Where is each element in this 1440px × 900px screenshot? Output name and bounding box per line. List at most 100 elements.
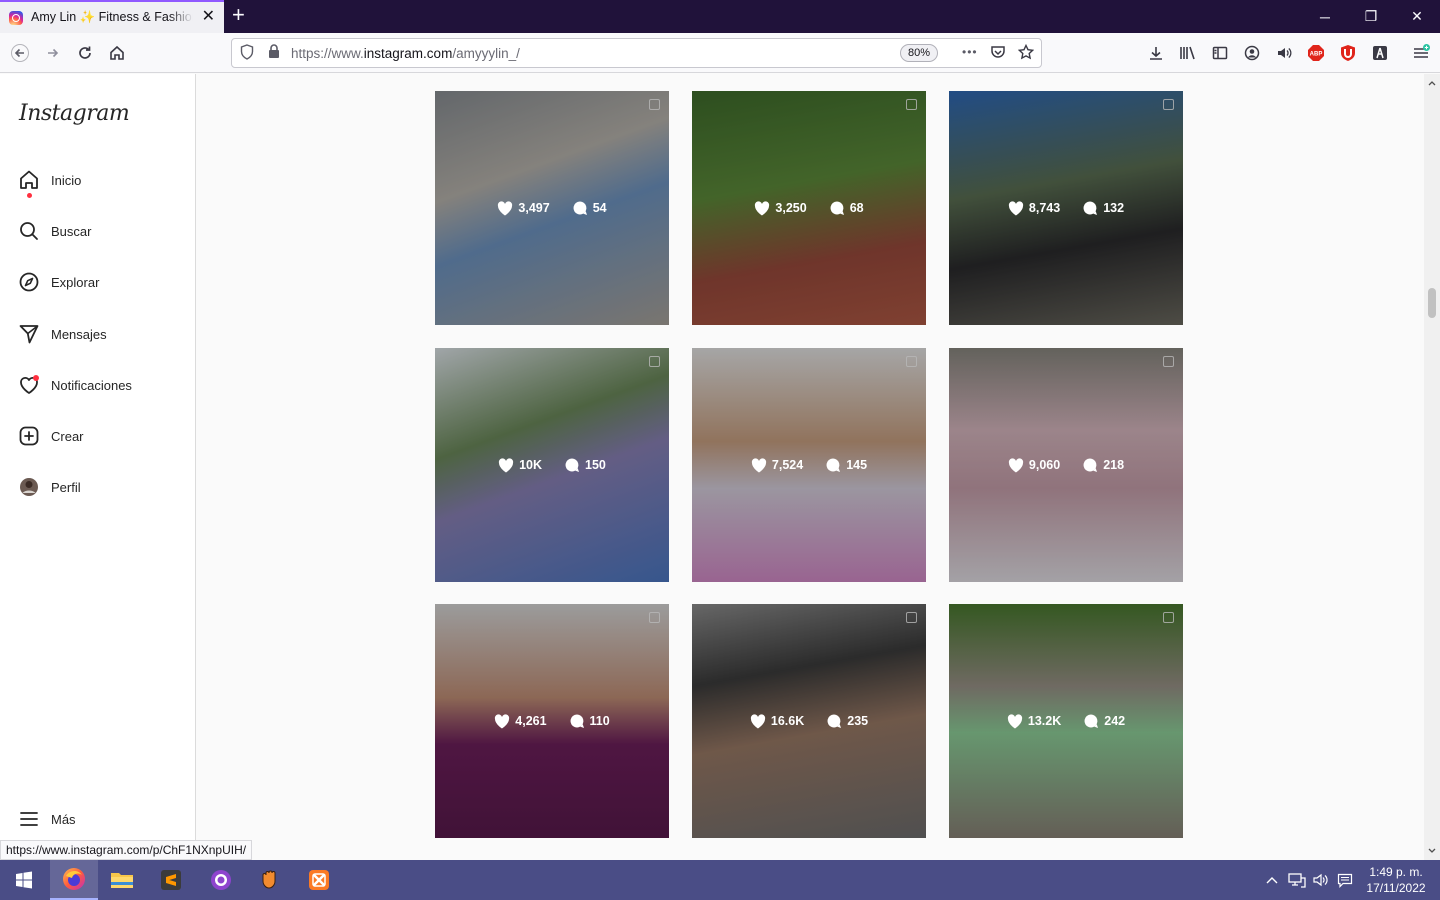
library-icon[interactable] — [1178, 43, 1198, 63]
bookmark-star-icon[interactable] — [1017, 43, 1035, 63]
scrollbar-thumb[interactable] — [1428, 288, 1436, 318]
page-actions-icon[interactable]: ••• — [962, 45, 978, 59]
sidebar-item-mensajes[interactable]: Mensajes — [18, 320, 107, 348]
search-icon — [18, 220, 40, 242]
post-thumbnail[interactable]: 16.6K 235 — [692, 604, 926, 838]
sidebar-item-mas[interactable]: Más — [18, 805, 76, 833]
folder-icon — [111, 873, 133, 888]
heart-icon — [1007, 713, 1023, 728]
downloads-icon[interactable] — [1146, 43, 1166, 63]
taskbar-clock[interactable]: 1:49 p. m. 17/11/2022 — [1360, 864, 1432, 896]
link-status-url: https://www.instagram.com/p/ChF1NXnpUIH/ — [0, 840, 253, 860]
explore-compass-icon — [18, 271, 40, 293]
post-hover-overlay: 13.2K 242 — [949, 604, 1183, 838]
post-thumbnail[interactable]: 10K 150 — [435, 348, 669, 582]
app-menu-icon[interactable] — [1411, 43, 1431, 63]
likes-value: 7,524 — [771, 458, 804, 472]
sidebar-item-label: Mensajes — [51, 326, 107, 342]
scroll-down-icon[interactable] — [1424, 845, 1440, 857]
sidebar-item-crear[interactable]: Crear — [18, 422, 84, 450]
sidebar-item-explorar[interactable]: Explorar — [18, 268, 99, 296]
sidebar-item-inicio[interactable]: Inicio — [18, 166, 81, 198]
sidebar-item-perfil[interactable]: Perfil — [18, 473, 81, 501]
zoom-level-button[interactable]: 80% — [900, 44, 938, 62]
address-bar[interactable]: https://www.instagram.com/amyyylin_/ 80%… — [231, 38, 1042, 68]
new-tab-button[interactable]: + — [232, 2, 245, 27]
sidebar-item-notificaciones[interactable]: Notificaciones — [18, 371, 132, 399]
show-hidden-icons-button[interactable] — [1262, 860, 1282, 900]
notification-center-icon — [1337, 873, 1353, 888]
likes-count: 9,060 — [1008, 457, 1061, 473]
instagram-favicon-icon — [9, 10, 23, 25]
taskbar-firefox[interactable] — [50, 860, 98, 900]
post-hover-overlay: 10K 150 — [435, 348, 669, 582]
account-icon[interactable] — [1242, 43, 1262, 63]
post-hover-overlay: 16.6K 235 — [692, 604, 926, 838]
minimize-button[interactable]: ─ — [1320, 8, 1330, 25]
ublock-icon[interactable] — [1338, 43, 1358, 63]
taskbar-github-desktop[interactable] — [197, 860, 245, 900]
url-text[interactable]: https://www.instagram.com/amyyylin_/ — [291, 46, 520, 61]
windows-logo-icon — [16, 871, 32, 889]
chevron-up-icon — [1266, 877, 1278, 884]
comment-icon — [827, 714, 842, 728]
browser-toolbar: https://www.instagram.com/amyyylin_/ 80%… — [0, 33, 1440, 73]
network-icon — [1288, 873, 1306, 888]
comments-value: 235 — [847, 714, 869, 728]
post-thumbnail[interactable]: 8,743 132 — [949, 91, 1183, 325]
sublime-text-icon — [161, 870, 181, 890]
reload-button[interactable] — [71, 39, 99, 67]
post-hover-overlay: 9,060 218 — [949, 348, 1183, 582]
restore-button[interactable]: ❐ — [1364, 8, 1378, 24]
pocket-icon[interactable] — [990, 44, 1006, 63]
instagram-logo[interactable]: Instagram — [19, 101, 130, 126]
post-hover-overlay: 3,250 68 — [692, 91, 926, 325]
profile-posts-grid: 3,497 54 3,250 68 8,743 132 10K 150 7,524 145 9,06… — [197, 74, 1424, 860]
post-thumbnail[interactable]: 7,524 145 — [692, 348, 926, 582]
volume-icon[interactable] — [1274, 43, 1294, 63]
post-thumbnail[interactable]: 13.2K 242 — [949, 604, 1183, 838]
home-button[interactable] — [103, 39, 131, 67]
start-button[interactable] — [0, 860, 48, 900]
post-thumbnail[interactable]: 9,060 218 — [949, 348, 1183, 582]
close-window-button[interactable]: ✕ — [1411, 8, 1423, 24]
taskbar-file-explorer[interactable] — [98, 860, 146, 900]
taskbar-xampp[interactable] — [295, 860, 343, 900]
browser-tab[interactable]: Amy Lin ✨ Fitness & Fashion (@ ✕ — [0, 0, 224, 33]
tab-title: Amy Lin ✨ Fitness & Fashion (@ — [31, 10, 193, 24]
comments-value: 68 — [849, 201, 864, 215]
comments-value: 218 — [1103, 458, 1125, 472]
carousel-icon — [649, 99, 660, 110]
likes-count: 7,524 — [751, 457, 804, 473]
comments-count: 145 — [825, 457, 867, 473]
post-thumbnail[interactable]: 3,250 68 — [692, 91, 926, 325]
extension-icon[interactable] — [1370, 43, 1390, 63]
forward-button[interactable] — [39, 39, 67, 67]
action-center-button[interactable] — [1334, 860, 1356, 900]
sidebar-item-buscar[interactable]: Buscar — [18, 217, 91, 245]
taskbar-app-glove[interactable] — [246, 860, 294, 900]
sidebar-toggle-icon[interactable] — [1210, 43, 1230, 63]
back-button[interactable] — [6, 39, 34, 67]
adblock-plus-icon[interactable]: ABP — [1306, 43, 1326, 63]
carousel-icon — [649, 356, 660, 367]
close-tab-icon[interactable]: ✕ — [201, 8, 215, 25]
likes-value: 9,060 — [1028, 458, 1061, 472]
tracking-shield-icon[interactable] — [240, 44, 254, 63]
volume-status[interactable] — [1310, 860, 1332, 900]
comments-value: 132 — [1103, 201, 1125, 215]
network-status[interactable] — [1286, 860, 1308, 900]
scroll-up-icon[interactable] — [1424, 77, 1440, 89]
comments-count: 150 — [564, 457, 606, 473]
page-scrollbar[interactable] — [1424, 74, 1440, 860]
post-thumbnail[interactable]: 3,497 54 — [435, 91, 669, 325]
comment-icon — [1083, 201, 1098, 215]
sidebar-item-label: Explorar — [51, 274, 100, 290]
post-thumbnail[interactable]: 4,261 110 — [435, 604, 669, 838]
comments-value: 110 — [589, 714, 610, 728]
lock-icon[interactable] — [268, 44, 280, 62]
comment-icon — [830, 201, 844, 215]
comment-icon — [826, 458, 841, 472]
taskbar-sublime-text[interactable] — [147, 860, 195, 900]
comment-icon — [1084, 714, 1099, 728]
